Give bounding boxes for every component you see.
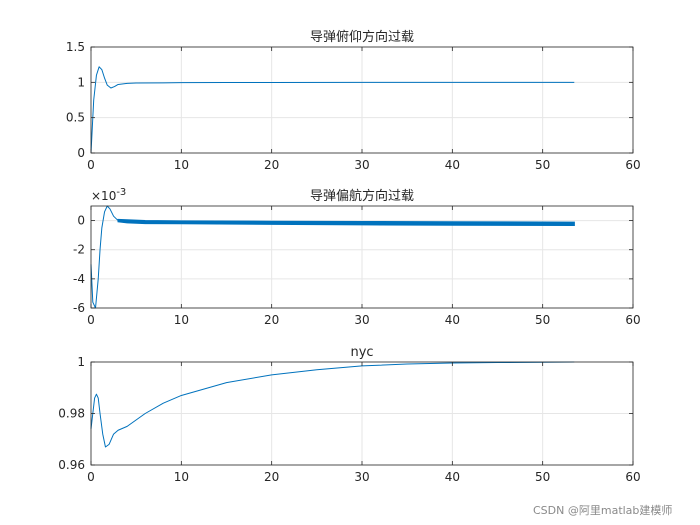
- series-line: [90, 361, 575, 448]
- axes-2: 0 10 20 30 40 50 60 -6 -4 -2 0 导弹偏航方向过载 ×10-3: [73, 187, 641, 327]
- series-line: [90, 66, 575, 154]
- x-tick-label: 10: [174, 470, 189, 484]
- x-tick-label: 0: [87, 313, 95, 327]
- y-tick-label: 0.96: [58, 458, 85, 472]
- axes-title: nyc: [350, 345, 373, 360]
- axes-3: 0 10 20 30 40 50 60 0.96 0.98 1 nyc: [58, 345, 640, 484]
- y-tick-label: 1: [77, 355, 85, 369]
- y-tick-label: -2: [73, 243, 85, 257]
- x-tick-label: 30: [354, 470, 369, 484]
- x-tick-label: 60: [625, 470, 640, 484]
- axes-title: 导弹俯仰方向过载: [310, 29, 414, 45]
- y-tick-label: -6: [73, 301, 85, 315]
- x-tick-label: 40: [445, 158, 460, 172]
- y-tick-label: 1.5: [66, 40, 85, 54]
- x-tick-label: 40: [445, 470, 460, 484]
- x-tick-label: 30: [354, 313, 369, 327]
- exponent-power: -3: [116, 187, 126, 198]
- y-exponent-label: ×10-3: [91, 187, 126, 203]
- y-tick-label: 0: [77, 214, 85, 228]
- x-tick-label: 10: [174, 158, 189, 172]
- axes-1: 0 10 20 30 40 50 60 0 0.5 1 1.5 导弹俯仰方向过载: [66, 29, 641, 172]
- x-tick-label: 40: [445, 313, 460, 327]
- x-tick-label: 50: [535, 470, 550, 484]
- y-tick-label: -4: [73, 272, 85, 286]
- x-tick-label: 60: [625, 313, 640, 327]
- x-tick-label: 60: [625, 158, 640, 172]
- y-tick-label: 0.5: [66, 111, 85, 125]
- x-tick-label: 30: [354, 158, 369, 172]
- x-tick-label: 20: [264, 313, 279, 327]
- x-tick-label: 50: [535, 313, 550, 327]
- x-tick-label: 20: [264, 470, 279, 484]
- series-line: [90, 205, 575, 309]
- y-tick-label: 1: [77, 75, 85, 89]
- x-tick-label: 50: [535, 158, 550, 172]
- y-tick-label: 0.98: [58, 407, 85, 421]
- y-tick-label: 0: [77, 146, 85, 160]
- exponent-base: ×10: [91, 189, 116, 203]
- x-tick-label: 0: [87, 158, 95, 172]
- axes-title: 导弹偏航方向过载: [310, 188, 414, 204]
- x-tick-label: 20: [264, 158, 279, 172]
- x-tick-label: 0: [87, 470, 95, 484]
- x-tick-label: 10: [174, 313, 189, 327]
- watermark: CSDN @阿里matlab建模师: [533, 503, 672, 517]
